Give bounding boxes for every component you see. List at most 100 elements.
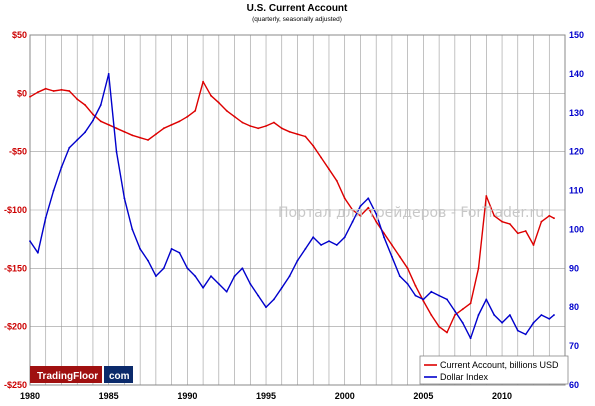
data-point: [186, 267, 189, 270]
data-point: [477, 314, 480, 316]
data-point: [273, 298, 275, 301]
data-point: [375, 213, 378, 215]
x-axis: 1980 1985 1990 1995 2000 2005 2010: [20, 391, 512, 401]
data-point: [107, 123, 110, 126]
left-tick-label: -$50: [9, 147, 27, 157]
data-point: [304, 135, 307, 138]
data-point: [115, 150, 118, 153]
x-tick-label: 1995: [256, 391, 276, 401]
data-point: [60, 88, 63, 91]
data-point: [335, 244, 338, 246]
left-tick-label: -$150: [4, 263, 27, 273]
data-point: [52, 189, 55, 192]
data-point: [335, 179, 338, 182]
data-point: [422, 298, 425, 301]
data-point: [202, 80, 205, 83]
right-tick-label: 130: [569, 108, 584, 118]
data-point: [501, 321, 503, 324]
data-point: [548, 214, 551, 217]
left-tick-label: -$200: [4, 322, 27, 332]
data-point: [422, 300, 425, 302]
data-point: [194, 275, 197, 277]
data-point: [406, 283, 409, 285]
data-point: [60, 166, 63, 169]
data-point: [288, 275, 291, 277]
data-point: [186, 115, 189, 118]
data-point: [446, 298, 448, 301]
data-point: [37, 91, 39, 94]
data-point: [210, 275, 212, 277]
right-tick-label: 70: [569, 341, 579, 351]
data-point: [320, 244, 322, 246]
left-tick-label: $50: [12, 30, 27, 40]
data-point: [217, 101, 220, 104]
right-tick-label: 90: [569, 263, 579, 273]
data-point: [202, 286, 205, 289]
data-point: [99, 120, 102, 123]
data-point: [367, 197, 370, 200]
data-point: [351, 220, 354, 223]
data-point: [84, 131, 86, 134]
data-point: [391, 255, 393, 258]
brand-name: TradingFloor: [37, 371, 98, 382]
data-point: [131, 228, 134, 231]
legend-box: [419, 355, 569, 385]
data-point: [461, 308, 464, 311]
data-point: [516, 232, 519, 235]
data-point: [430, 290, 433, 293]
data-point: [249, 125, 252, 127]
watermark-text: Портал для трейдеров - ForTrader.ru: [278, 205, 544, 221]
data-point: [92, 119, 94, 122]
data-point: [414, 294, 417, 297]
data-point: [509, 223, 511, 225]
legend-label-dollar-index: Dollar Index: [440, 372, 489, 382]
data-point: [367, 206, 370, 209]
x-tick-label: 1980: [20, 391, 40, 401]
data-point: [170, 248, 173, 250]
data-point: [123, 197, 126, 200]
plot-frame: [29, 34, 566, 386]
series-line-current-account: [29, 81, 555, 334]
data-point: [454, 314, 456, 316]
x-tick-label: 1985: [99, 391, 119, 401]
data-point: [52, 90, 55, 92]
data-point: [44, 216, 47, 219]
data-point: [68, 146, 71, 149]
right-axis: 150 140 130 120 110 100 90 80 70 60: [569, 30, 584, 390]
data-point: [147, 139, 149, 141]
data-point: [446, 331, 448, 334]
data-point: [257, 294, 260, 297]
data-point: [288, 130, 291, 133]
data-point: [553, 217, 555, 220]
chart-subtitle: (quarterly, seasonally adjusted): [252, 16, 342, 23]
right-tick-label: 150: [569, 30, 584, 40]
brand-logo: TradingFloor com: [30, 366, 133, 383]
data-point: [178, 120, 181, 123]
data-point: [170, 123, 173, 126]
data-point: [139, 248, 142, 250]
data-point: [296, 259, 299, 262]
right-tick-label: 120: [569, 147, 584, 157]
brand-suffix: com: [109, 371, 130, 382]
data-point: [280, 286, 283, 289]
data-point: [398, 275, 401, 277]
data-point: [217, 283, 220, 285]
data-point: [241, 267, 244, 270]
data-point: [438, 294, 440, 297]
data-point: [383, 236, 385, 239]
data-point: [123, 130, 126, 133]
data-point: [469, 302, 472, 305]
data-point: [320, 156, 322, 159]
left-axis: $50 $0 -$50 -$100 -$150 -$200 -$250: [4, 30, 27, 390]
data-point: [241, 121, 244, 124]
data-point: [139, 136, 142, 139]
data-point: [225, 109, 228, 112]
data-point: [210, 94, 212, 97]
data-point: [532, 244, 535, 246]
data-point: [509, 314, 511, 316]
data-point: [485, 298, 488, 301]
data-point: [44, 87, 47, 90]
data-point: [115, 127, 118, 130]
data-point: [524, 333, 527, 336]
